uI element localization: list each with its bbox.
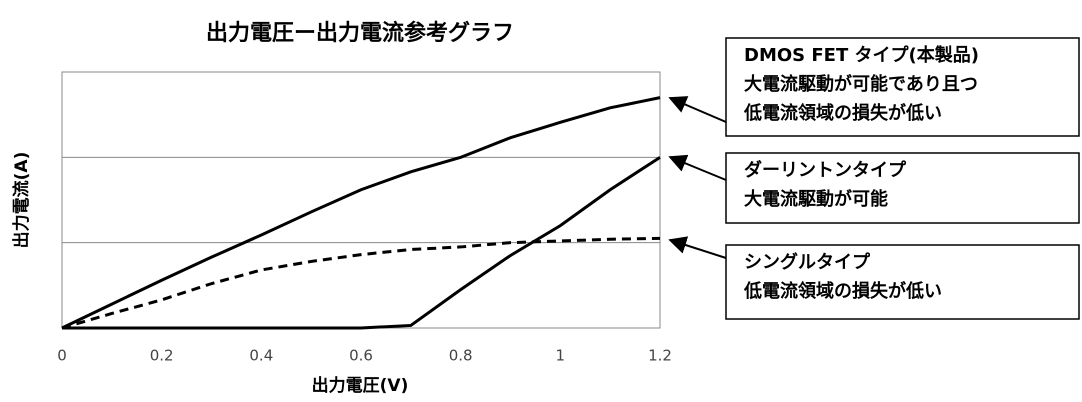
series-line	[62, 156, 661, 330]
annotation-text: 大電流駆動が可能	[744, 188, 888, 210]
annotation-box	[725, 244, 1080, 320]
x-tick-label: 0	[57, 347, 67, 365]
annotation-arrow	[668, 236, 727, 259]
series-line	[61, 236, 661, 330]
x-tick-label: 1	[556, 347, 566, 365]
annotation-arrow	[668, 96, 727, 123]
x-tick-label: 0.8	[449, 347, 473, 365]
annotation-arrow	[668, 154, 727, 181]
y-axis-label: 出力電流(A)	[11, 152, 32, 249]
plot-frame	[61, 71, 661, 329]
x-tick-label: 0.4	[249, 347, 273, 365]
annotation-text: 低電流領域の損失が低い	[743, 280, 942, 302]
annotation-text: 低電流領域の損失が低い	[743, 102, 942, 124]
x-tick-label: 0.6	[349, 347, 373, 365]
x-tick-label: 1.2	[648, 347, 672, 365]
annotation-box	[725, 37, 1080, 137]
annotation-text: ダーリントンタイプ	[744, 159, 907, 181]
series-line	[61, 96, 661, 330]
chart-title: 出力電圧ー出力電流参考グラフ	[206, 20, 514, 46]
x-axis-label: 出力電圧(V)	[312, 375, 409, 396]
annotation-text: シングルタイプ	[744, 251, 871, 273]
annotation-box	[725, 152, 1080, 224]
annotation-text: DMOS FET タイプ(本製品)	[744, 44, 979, 66]
x-tick-label: 0.2	[150, 347, 174, 365]
annotation-text: 大電流駆動が可能であり且つ	[744, 73, 978, 95]
